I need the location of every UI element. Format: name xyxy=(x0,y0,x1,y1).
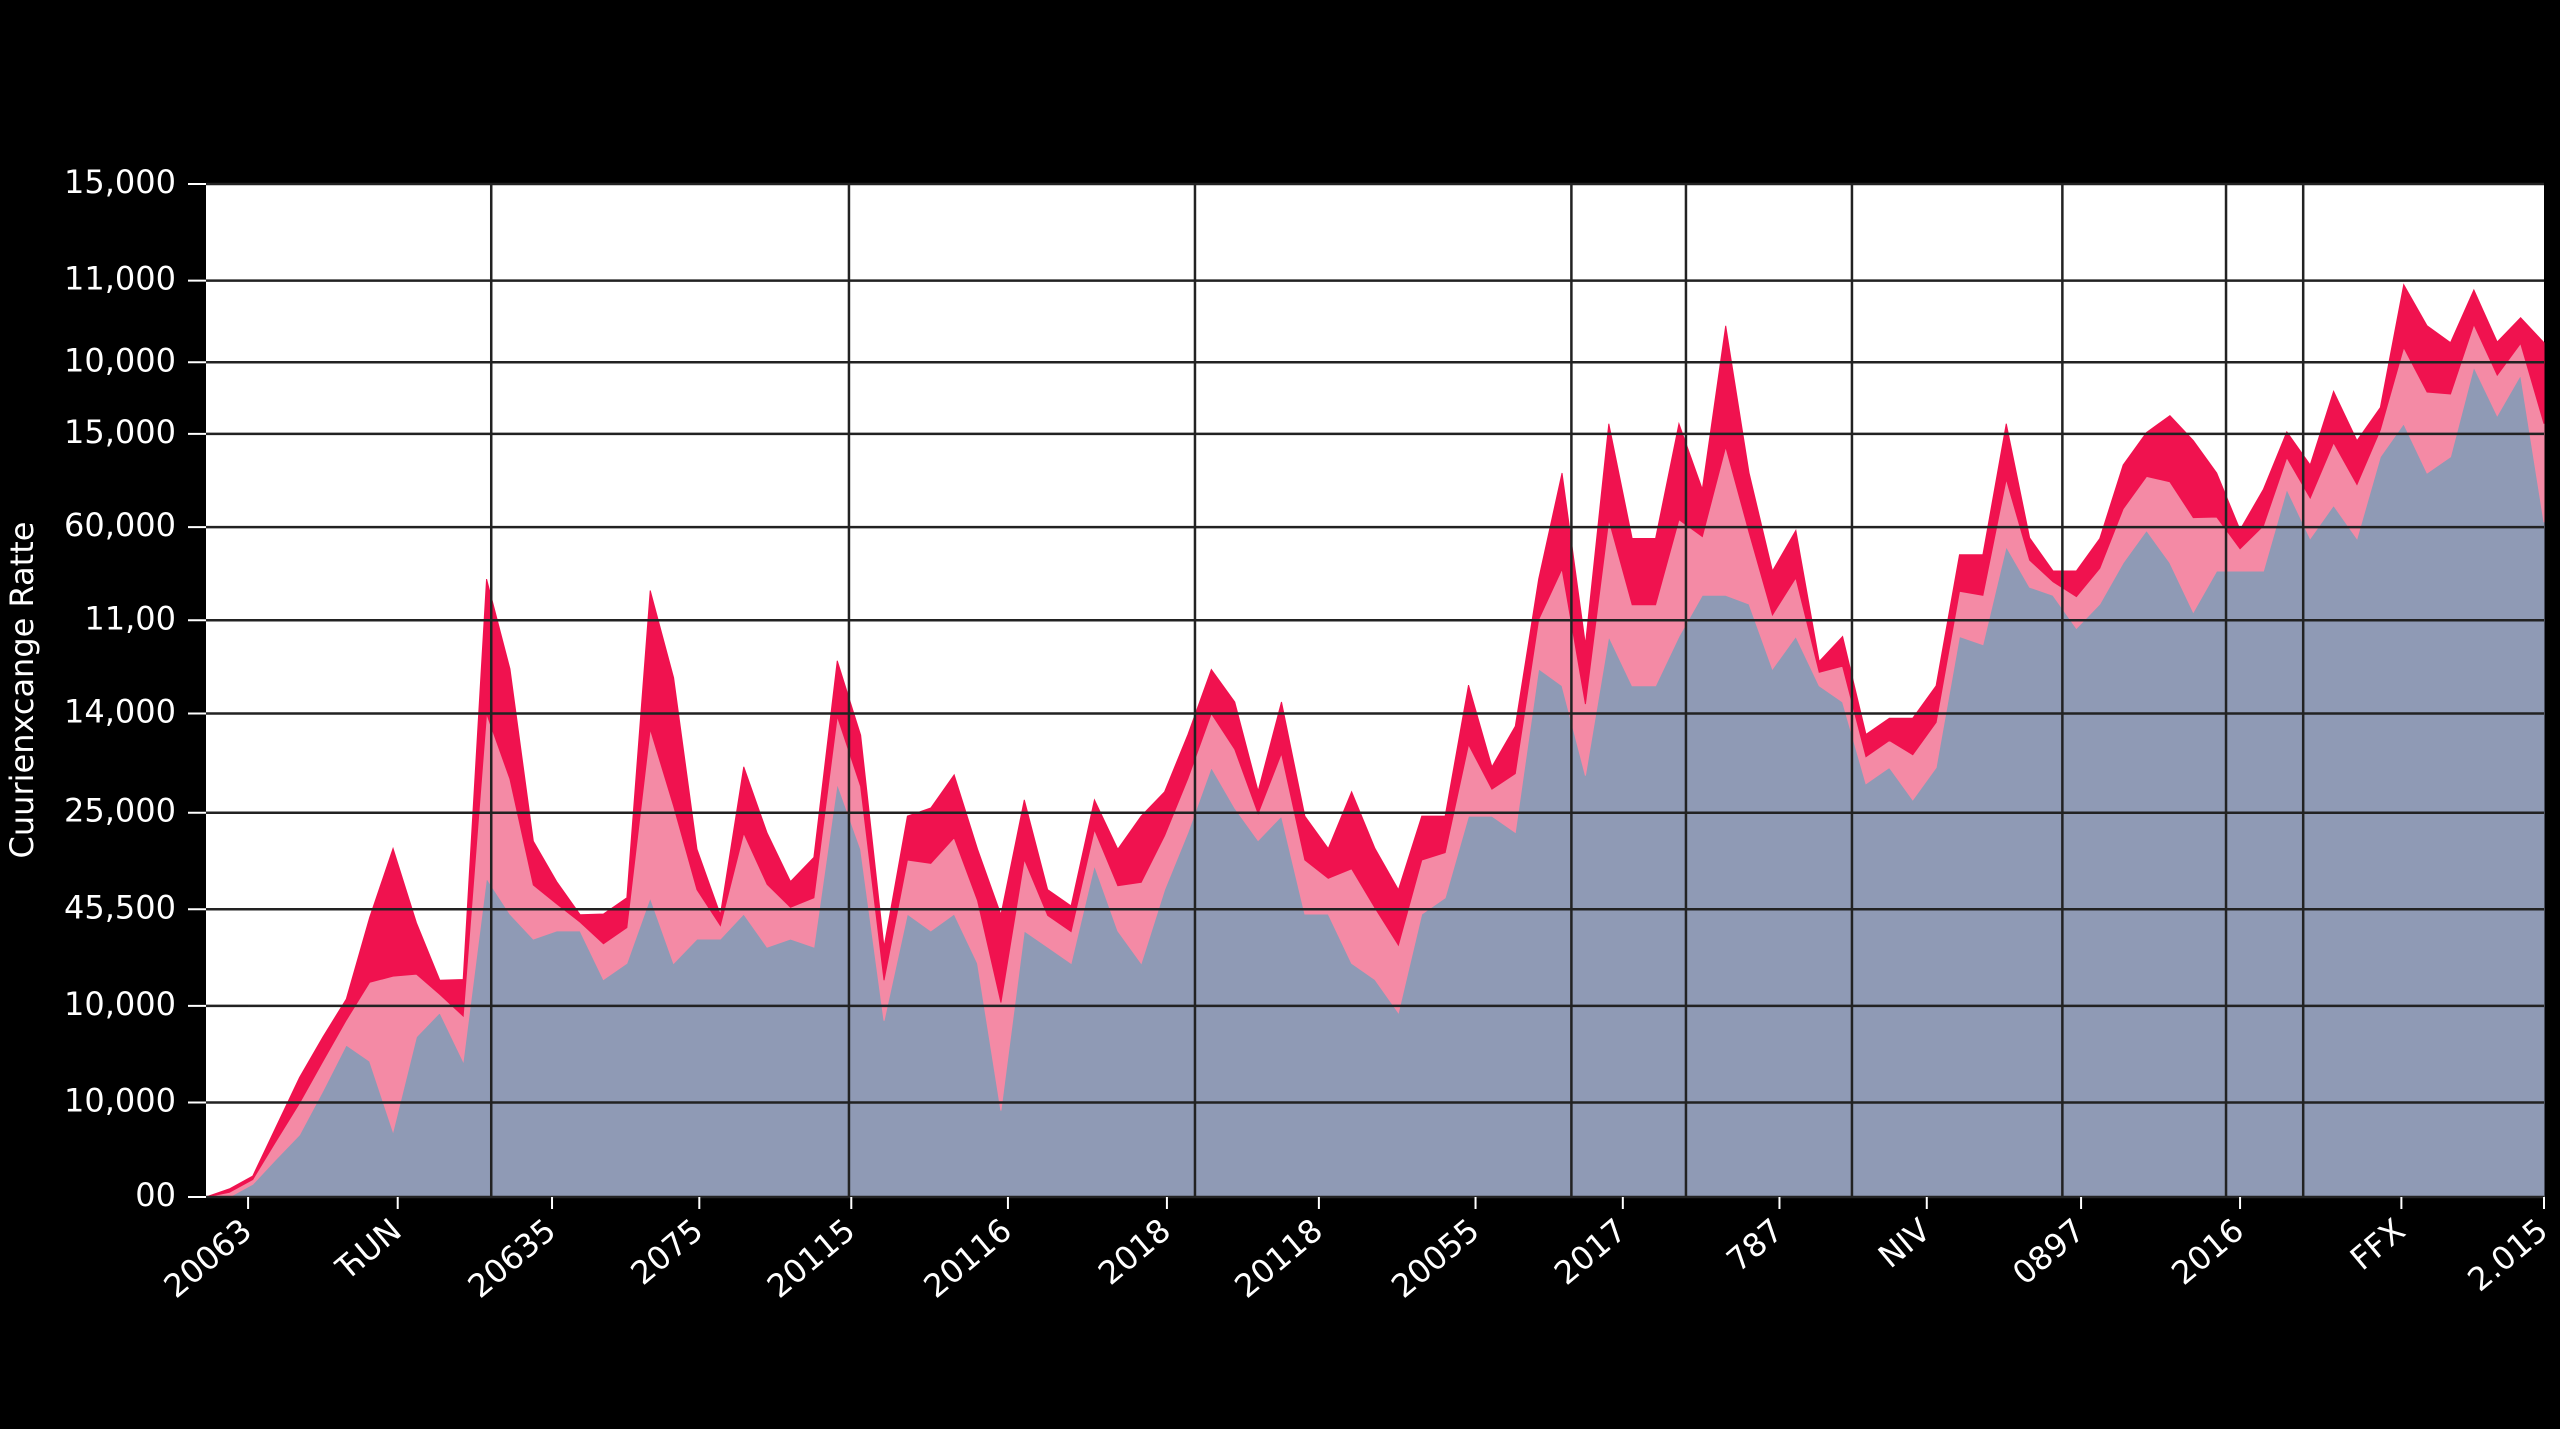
y-axis-title: Cuurienxcange Ratte xyxy=(3,522,41,859)
y-tick-label: 14,000 xyxy=(64,692,176,730)
y-tick-label: 11,000 xyxy=(64,260,176,298)
y-tick-label: 45,500 xyxy=(64,888,176,926)
y-tick-label: 60,000 xyxy=(64,506,176,544)
y-tick-label: 15,000 xyxy=(64,163,176,201)
y-tick-label: 25,000 xyxy=(64,792,176,830)
y-tick-label: 10,000 xyxy=(64,341,176,379)
y-tick-label: 10,000 xyxy=(64,1081,176,1119)
area-series xyxy=(205,283,2545,1198)
y-tick-label: 11,00 xyxy=(84,599,176,637)
y-tick-label: 10,000 xyxy=(64,985,176,1023)
y-tick-label: 15,000 xyxy=(64,413,176,451)
y-tick-label: 00 xyxy=(135,1176,176,1214)
